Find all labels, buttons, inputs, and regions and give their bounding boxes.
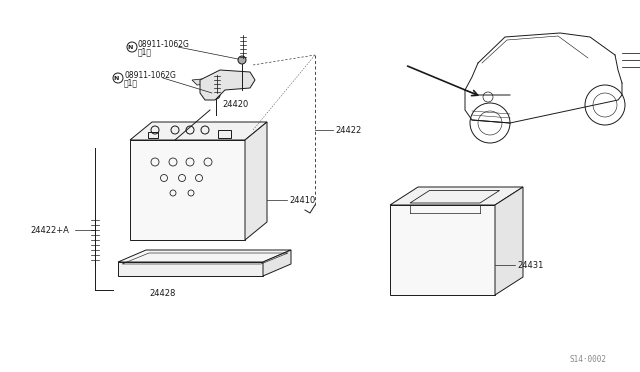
Polygon shape	[495, 187, 523, 295]
Polygon shape	[192, 75, 247, 85]
Polygon shape	[118, 262, 263, 276]
Text: 24410: 24410	[289, 196, 316, 205]
Circle shape	[238, 56, 246, 64]
Text: 08911-1062G: 08911-1062G	[124, 71, 176, 80]
Polygon shape	[390, 187, 523, 205]
Polygon shape	[130, 140, 245, 240]
Polygon shape	[200, 70, 255, 100]
Text: 08911-1062G: 08911-1062G	[138, 39, 190, 48]
Polygon shape	[148, 132, 158, 138]
Text: 24422: 24422	[335, 126, 361, 135]
Polygon shape	[218, 130, 231, 138]
Text: S14·0002: S14·0002	[570, 355, 607, 364]
Polygon shape	[118, 250, 291, 262]
Text: 24431: 24431	[517, 261, 543, 270]
Text: 24422+A: 24422+A	[30, 226, 69, 235]
Text: 24420: 24420	[222, 100, 248, 109]
Text: 、1）: 、1）	[138, 48, 152, 57]
Circle shape	[212, 91, 220, 99]
Polygon shape	[130, 122, 267, 140]
Polygon shape	[263, 250, 291, 276]
Text: 、1）: 、1）	[124, 78, 138, 87]
Polygon shape	[390, 205, 495, 295]
Text: N: N	[127, 45, 132, 49]
Polygon shape	[245, 122, 267, 240]
Text: 24428: 24428	[150, 289, 176, 298]
Text: N: N	[113, 76, 118, 80]
